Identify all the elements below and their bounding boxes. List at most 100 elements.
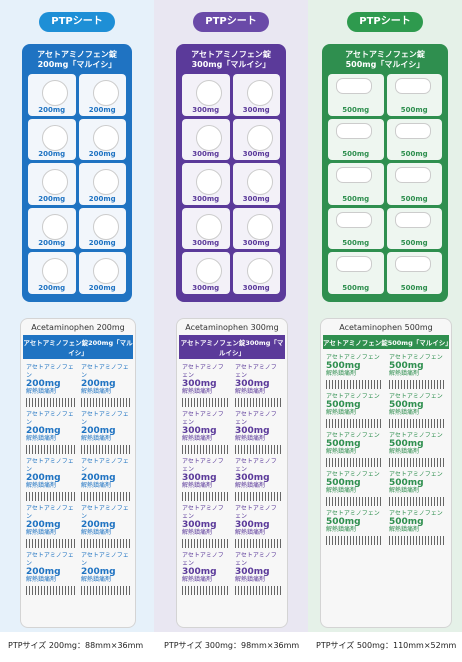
barcode [182, 492, 229, 501]
back-band: アセトアミノフェン錠200mg「マルイシ」 [23, 335, 133, 359]
back-item: アセトアミノフェン 500mg 解熱鎮痛剤 [389, 393, 446, 428]
barcode [81, 398, 130, 407]
barcode [389, 497, 446, 506]
tablet-cell: 500mg [386, 252, 442, 294]
back-header: Acetaminophen 300mg [185, 323, 279, 332]
tablet-blister [246, 258, 273, 285]
size-caption-500mg: PTPサイズ 500mg：110mm×52mm [316, 641, 457, 650]
tablet-blister [246, 80, 273, 106]
back-item: アセトアミノフェン 300mg 解熱鎮痛剤 [182, 364, 229, 407]
barcode [26, 398, 75, 407]
tablet-blister [394, 78, 431, 94]
barcode [326, 536, 383, 545]
tablet-cell: 300mg [182, 207, 230, 250]
back-band: アセトアミノフェン錠500mg「マルイシ」 [323, 335, 451, 349]
back-band: アセトアミノフェン錠300mg「マルイシ」 [179, 335, 285, 359]
front-title: アセトアミノフェン錠 200mg「マルイシ」 [37, 50, 117, 69]
tablet-cell: 500mg [386, 163, 442, 205]
barcode [389, 380, 446, 389]
back-item: アセトアミノフェン 300mg 解熱鎮痛剤 [235, 505, 282, 548]
ptp-back-sheet: Acetaminophen 500mg アセトアミノフェン錠500mg「マルイシ… [320, 318, 452, 628]
tablet-cell: 500mg [328, 118, 384, 161]
barcode [26, 539, 75, 548]
barcode [326, 419, 383, 428]
tablet-blister [394, 122, 431, 139]
tablet-blister [92, 213, 119, 240]
back-item: アセトアミノフェン 500mg 解熱鎮痛剤 [326, 471, 383, 506]
back-item: アセトアミノフェン 200mg 解熱鎮痛剤 [26, 552, 75, 595]
back-grid: アセトアミノフェン 300mg 解熱鎮痛剤 アセトアミノフェン 300mg 解熱鎮痛剤 … [177, 362, 287, 597]
tablet-cell: 500mg [328, 252, 384, 294]
tablet-blister [196, 258, 222, 285]
barcode [389, 458, 446, 467]
tablet-blister [42, 213, 68, 240]
barcode [389, 419, 446, 428]
tablet-blister [246, 124, 273, 151]
tablet-blister [394, 211, 431, 228]
tablet-blister [92, 124, 119, 151]
front-title: アセトアミノフェン錠 300mg「マルイシ」 [191, 50, 271, 69]
tablet-cell: 300mg [232, 163, 280, 205]
barcode [182, 586, 229, 595]
back-header: Acetaminophen 500mg [339, 323, 433, 332]
back-item: アセトアミノフェン 200mg 解熱鎮痛剤 [81, 505, 130, 548]
barcode [26, 586, 75, 595]
tablet-blister [196, 213, 222, 240]
back-item: アセトアミノフェン 200mg 解熱鎮痛剤 [26, 505, 75, 548]
barcode [182, 445, 229, 454]
barcode [326, 380, 383, 389]
tablet-cell: 200mg [28, 118, 76, 161]
barcode [326, 458, 383, 467]
back-item: アセトアミノフェン 200mg 解熱鎮痛剤 [26, 411, 75, 454]
back-item: アセトアミノフェン 200mg 解熱鎮痛剤 [81, 458, 130, 501]
tablet-blister [394, 167, 431, 184]
back-item: アセトアミノフェン 500mg 解熱鎮痛剤 [326, 354, 383, 389]
column-300mg: PTPシート アセトアミノフェン錠 300mg「マルイシ」 300mg 300m… [154, 0, 308, 632]
tablet-cell: 200mg [78, 74, 126, 116]
tablet-blister [42, 124, 68, 151]
tablet-cell: 300mg [182, 163, 230, 205]
tablet-cell: 500mg [386, 74, 442, 116]
tablet-blister [336, 211, 372, 228]
tablet-cell: 300mg [182, 74, 230, 116]
tablet-cell: 300mg [232, 252, 280, 294]
tablet-cell: 300mg [232, 207, 280, 250]
barcode [235, 539, 282, 548]
tablet-blister [196, 80, 222, 106]
ptp-back-sheet: Acetaminophen 200mg アセトアミノフェン錠200mg「マルイシ… [20, 318, 136, 628]
ptp-front-sheet: アセトアミノフェン錠 500mg「マルイシ」 500mg 500mg 500mg… [322, 44, 448, 302]
back-item: アセトアミノフェン 500mg 解熱鎮痛剤 [389, 354, 446, 389]
back-item: アセトアミノフェン 200mg 解熱鎮痛剤 [81, 411, 130, 454]
tablet-grid: 200mg 200mg 200mg 200mg 200mg 200mg 200m… [28, 74, 126, 294]
barcode [81, 492, 130, 501]
ptp-back-sheet: Acetaminophen 300mg アセトアミノフェン錠300mg「マルイシ… [176, 318, 288, 628]
back-grid: アセトアミノフェン 500mg 解熱鎮痛剤 アセトアミノフェン 500mg 解熱鎮痛剤 … [321, 352, 451, 547]
tablet-cell: 200mg [28, 163, 76, 205]
tablet-cell: 200mg [78, 252, 126, 294]
barcode [326, 497, 383, 506]
back-item: アセトアミノフェン 300mg 解熱鎮痛剤 [235, 458, 282, 501]
column-500mg: PTPシート アセトアミノフェン錠 500mg「マルイシ」 500mg 500m… [308, 0, 462, 632]
tablet-cell: 200mg [78, 163, 126, 205]
tablet-blister [42, 258, 68, 285]
barcode [81, 586, 130, 595]
barcode [235, 445, 282, 454]
back-item: アセトアミノフェン 200mg 解熱鎮痛剤 [26, 458, 75, 501]
barcode [26, 445, 75, 454]
tablet-cell: 300mg [182, 118, 230, 161]
tablet-blister [196, 169, 222, 196]
column-200mg: PTPシート アセトアミノフェン錠 200mg「マルイシ」 200mg 200m… [0, 0, 154, 632]
tablet-cell: 300mg [182, 252, 230, 294]
back-item: アセトアミノフェン 300mg 解熱鎮痛剤 [235, 552, 282, 595]
back-grid: アセトアミノフェン 200mg 解熱鎮痛剤 アセトアミノフェン 200mg 解熱鎮痛剤 … [21, 362, 135, 597]
barcode [26, 492, 75, 501]
back-item: アセトアミノフェン 200mg 解熱鎮痛剤 [26, 364, 75, 407]
tablet-blister [246, 213, 273, 240]
front-title: アセトアミノフェン錠 500mg「マルイシ」 [345, 50, 425, 69]
tablet-grid: 300mg 300mg 300mg 300mg 300mg 300mg 300m… [182, 74, 280, 294]
tablet-blister [336, 167, 372, 184]
back-item: アセトアミノフェン 200mg 解熱鎮痛剤 [81, 364, 130, 407]
barcode [235, 586, 282, 595]
ptp-sheet-badge: PTPシート [193, 12, 269, 32]
tablet-blister [336, 256, 372, 273]
